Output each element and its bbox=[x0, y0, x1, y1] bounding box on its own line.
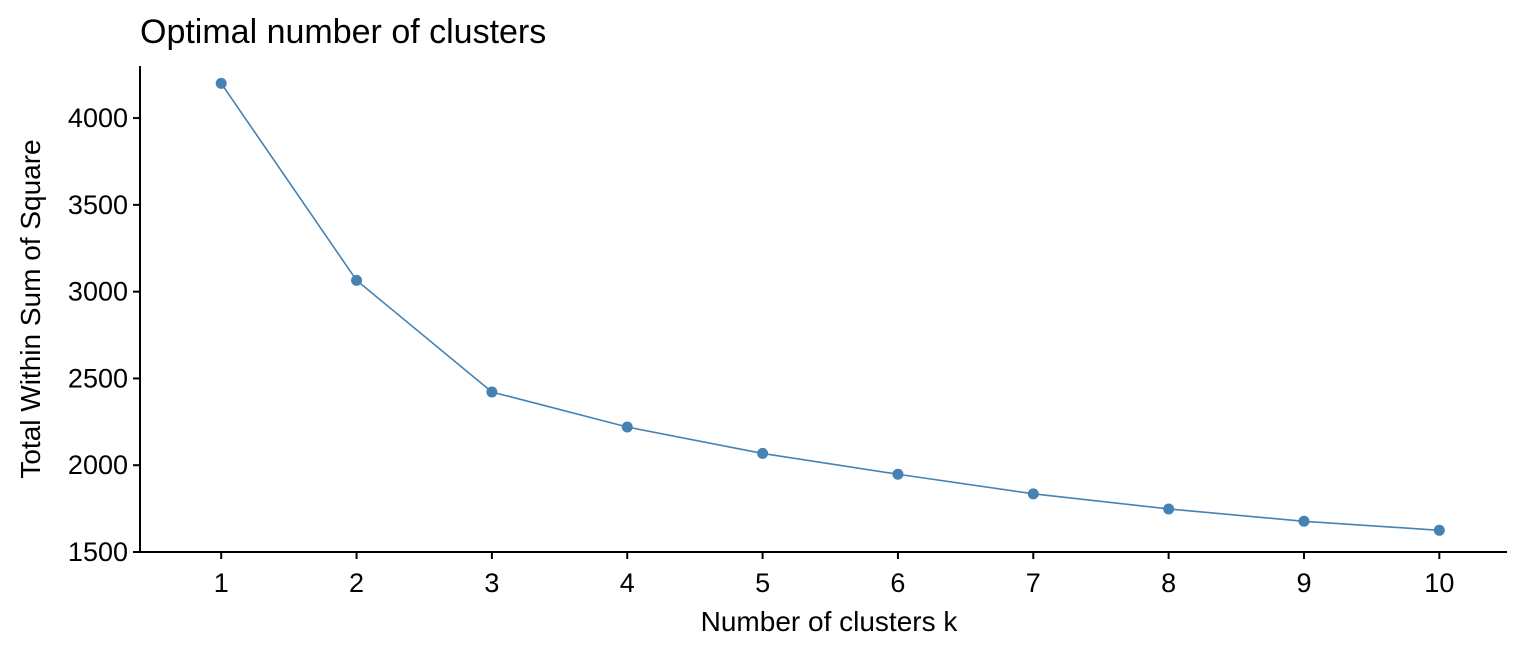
x-tick-label: 1 bbox=[214, 568, 229, 598]
data-point bbox=[621, 421, 633, 433]
x-axis-label: Number of clusters k bbox=[701, 606, 959, 637]
data-point bbox=[215, 77, 227, 89]
y-axis-label: Total Within Sum of Square bbox=[15, 139, 46, 478]
data-point bbox=[757, 447, 769, 459]
data-point bbox=[892, 468, 904, 480]
data-point bbox=[1298, 515, 1310, 527]
data-point bbox=[1163, 503, 1175, 515]
x-tick-label: 8 bbox=[1161, 568, 1176, 598]
y-ticks: 1500 2000 2500 3000 3500 4000 bbox=[68, 103, 140, 567]
x-tick-label: 5 bbox=[755, 568, 770, 598]
data-point bbox=[1027, 488, 1039, 500]
y-tick-label: 1500 bbox=[68, 537, 128, 567]
y-tick-label: 4000 bbox=[68, 103, 128, 133]
series-group bbox=[215, 77, 1445, 536]
x-tick-label: 4 bbox=[620, 568, 635, 598]
data-point bbox=[1433, 524, 1445, 536]
x-tick-label: 3 bbox=[484, 568, 499, 598]
data-point bbox=[351, 274, 363, 286]
axes bbox=[139, 66, 1507, 553]
x-tick-label: 2 bbox=[349, 568, 364, 598]
y-tick-label: 2000 bbox=[68, 450, 128, 480]
x-tick-label: 7 bbox=[1026, 568, 1041, 598]
x-ticks: 1 2 3 4 5 6 7 8 9 10 bbox=[214, 552, 1454, 598]
y-tick-label: 3500 bbox=[68, 190, 128, 220]
chart-title: Optimal number of clusters bbox=[140, 13, 546, 51]
x-tick-label: 10 bbox=[1424, 568, 1454, 598]
y-tick-label: 3000 bbox=[68, 277, 128, 307]
y-tick-label: 2500 bbox=[68, 363, 128, 393]
data-point bbox=[486, 386, 498, 398]
x-tick-label: 9 bbox=[1296, 568, 1311, 598]
series-line bbox=[220, 82, 1440, 532]
x-tick-label: 6 bbox=[890, 568, 905, 598]
